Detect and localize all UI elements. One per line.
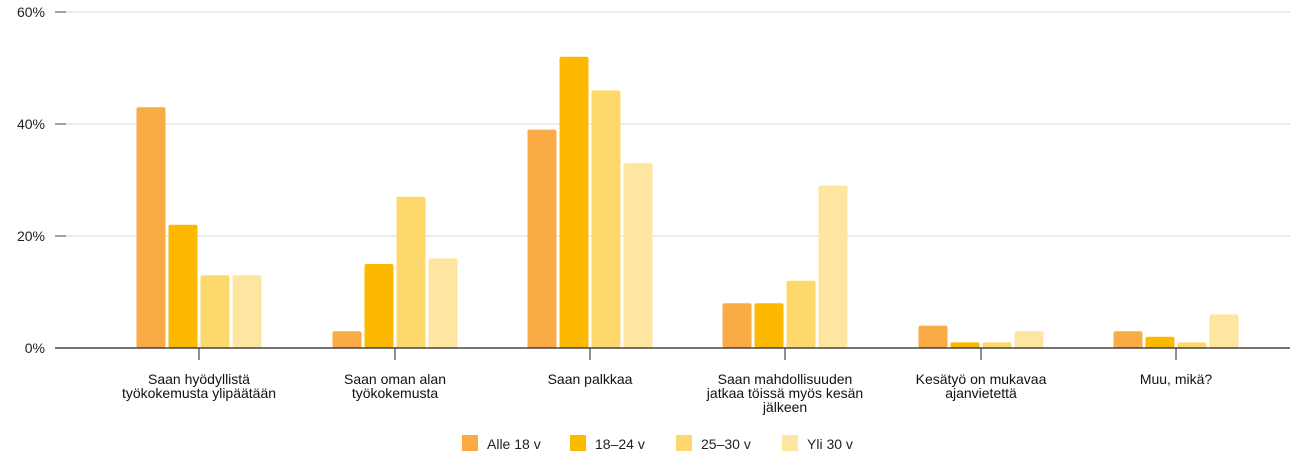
- legend-label: Alle 18 v: [487, 436, 541, 452]
- bar: [364, 264, 394, 348]
- bar: [168, 224, 198, 348]
- bar: [396, 196, 426, 348]
- bar: [1014, 331, 1044, 348]
- legend-swatch: [462, 435, 478, 451]
- x-tick-label: Saan mahdollisuuden jatkaa töissä myös ke…: [706, 371, 863, 415]
- bar: [332, 331, 362, 348]
- legend: Alle 18 v 18–24 v 25–30 v Yli 30 v: [462, 435, 853, 452]
- bar: [1177, 342, 1207, 348]
- bar: [754, 303, 784, 348]
- y-axis: 0% 20% 40% 60%: [17, 4, 66, 356]
- y-tick-label: 40%: [17, 116, 45, 132]
- bar: [1145, 336, 1175, 348]
- legend-label: 18–24 v: [595, 436, 645, 452]
- x-tick-label: Kesätyö on mukavaa ajanvietettä: [916, 371, 1047, 401]
- bar: [950, 342, 980, 348]
- bar: [136, 107, 166, 348]
- y-tick-label: 0%: [25, 340, 45, 356]
- x-tick-label: Saan hyödyllistä työkokemusta ylipäätään: [122, 371, 276, 401]
- bar: [232, 275, 262, 348]
- bar: [559, 56, 589, 349]
- bar: [1209, 314, 1239, 348]
- bar: [428, 258, 458, 348]
- bars: [136, 56, 1239, 349]
- legend-label: 25–30 v: [701, 436, 751, 452]
- legend-swatch: [570, 435, 586, 451]
- bar: [200, 275, 230, 348]
- legend-swatch: [676, 435, 692, 451]
- x-tick-label: Saan oman alan työkokemusta: [344, 371, 446, 401]
- y-tick-label: 20%: [17, 228, 45, 244]
- gridlines: [55, 11, 1290, 237]
- bar: [623, 163, 653, 348]
- legend-label: Yli 30 v: [807, 436, 853, 452]
- x-tick-label: Saan palkkaa: [548, 371, 633, 387]
- x-axis: Saan hyödyllistä työkokemusta ylipäätään S…: [55, 347, 1290, 415]
- bar: [591, 90, 621, 349]
- x-tick-label: Muu, mikä?: [1140, 371, 1213, 387]
- bar: [982, 342, 1012, 348]
- bar: [818, 185, 848, 348]
- bar: [722, 303, 752, 348]
- bar: [527, 129, 557, 348]
- bar: [1113, 331, 1143, 348]
- bar: [918, 325, 948, 348]
- bar: [786, 280, 816, 348]
- y-tick-label: 60%: [17, 4, 45, 20]
- legend-swatch: [782, 435, 798, 451]
